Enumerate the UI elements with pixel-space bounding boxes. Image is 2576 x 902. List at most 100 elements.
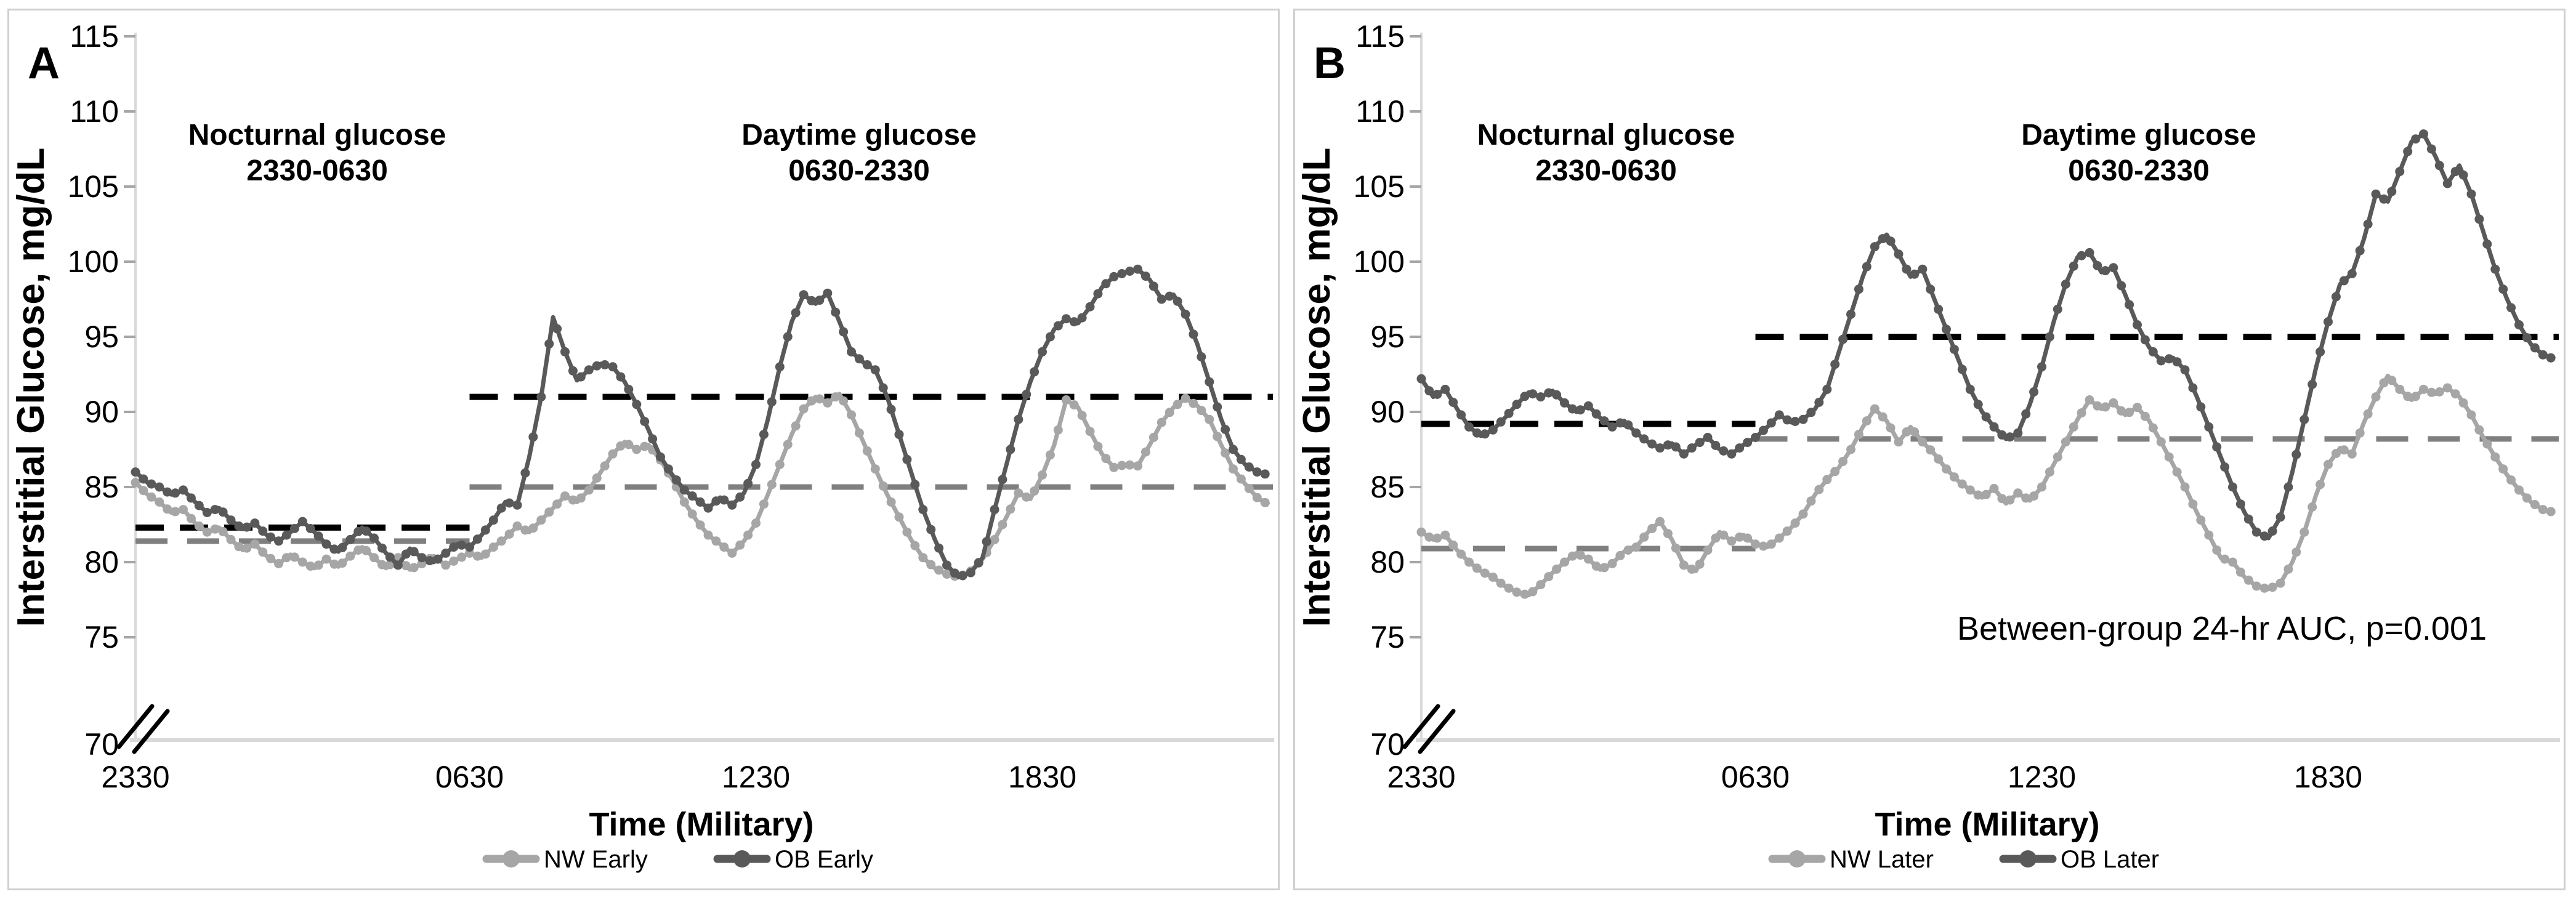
data-point-marker — [2125, 300, 2134, 310]
data-point-marker — [1504, 408, 1514, 418]
data-point-marker — [2029, 387, 2039, 397]
data-point-marker — [1766, 418, 1776, 428]
data-point-marker — [2037, 362, 2046, 372]
data-point-marker — [759, 499, 769, 509]
data-point-marker — [171, 488, 180, 498]
data-point-marker — [2164, 354, 2174, 364]
data-point-marker — [1790, 518, 1800, 528]
data-point-marker — [2204, 530, 2214, 540]
data-point-marker — [2331, 292, 2341, 302]
data-point-marker — [2093, 261, 2102, 270]
data-point-marker — [1663, 440, 1673, 450]
data-point-marker — [480, 549, 490, 559]
data-point-marker — [926, 560, 936, 570]
data-point-marker — [862, 446, 872, 456]
data-point-marker — [990, 534, 999, 544]
data-point-marker — [1846, 445, 1855, 454]
y-tick-label-95: 95 — [1370, 320, 1405, 354]
data-point-marker — [1743, 438, 1753, 448]
data-point-marker — [998, 475, 1007, 485]
data-point-marker — [1205, 377, 1214, 387]
data-point-marker — [2021, 493, 2031, 503]
data-point-marker — [1006, 504, 1015, 514]
data-point-marker — [1432, 390, 1442, 399]
data-point-marker — [1727, 536, 1737, 546]
data-point-marker — [2514, 485, 2524, 495]
data-point-marker — [1424, 386, 1434, 396]
data-point-marker — [528, 523, 538, 533]
data-point-marker — [1260, 469, 1270, 479]
data-point-marker — [1973, 490, 1983, 500]
data-point-marker — [2299, 527, 2309, 537]
x-tick-label-1230: 1230 — [2008, 760, 2076, 794]
y-tick-label-115: 115 — [1355, 19, 1405, 54]
data-point-marker — [1125, 460, 1135, 470]
data-point-marker — [735, 540, 745, 550]
data-point-marker — [560, 347, 570, 356]
data-point-marker — [2324, 459, 2333, 469]
data-point-marker — [2291, 449, 2301, 459]
data-point-marker — [1045, 332, 1055, 342]
data-point-marker — [1870, 404, 1880, 414]
data-point-marker — [1149, 281, 1158, 291]
data-point-marker — [1045, 450, 1055, 460]
data-point-marker — [441, 560, 451, 570]
data-point-marker — [465, 542, 474, 552]
data-point-marker — [305, 524, 315, 533]
data-point-marker — [2403, 147, 2413, 156]
data-point-marker — [1488, 425, 1498, 435]
data-point-marker — [1014, 488, 1024, 498]
data-point-marker — [902, 527, 912, 537]
data-point-marker — [1093, 441, 1103, 451]
data-point-marker — [147, 492, 156, 502]
data-point-marker — [2101, 266, 2110, 276]
series-ob-early — [131, 264, 1270, 581]
y-tick-label-85: 85 — [1370, 470, 1405, 504]
data-point-marker — [2228, 482, 2237, 492]
data-point-marker — [1197, 406, 1206, 416]
data-point-marker — [313, 560, 323, 570]
data-point-marker — [1687, 564, 1697, 574]
data-point-marker — [1894, 437, 1904, 447]
data-point-marker — [2021, 409, 2031, 419]
data-point-marker — [1583, 401, 1593, 411]
panel-b: 70 75 80 85 90 95 100 105 110 115 2330 0630 1230 1830… — [1293, 9, 2566, 890]
data-point-marker — [1173, 296, 1182, 306]
y-tick-label-105: 105 — [1354, 169, 1405, 204]
data-point-marker — [791, 421, 801, 431]
data-point-marker — [2546, 353, 2556, 363]
series-b — [1416, 129, 2556, 599]
data-point-marker — [1814, 398, 1824, 407]
daytime-annotation-line1-a: Daytime glucose — [741, 119, 976, 151]
data-point-marker — [2363, 219, 2373, 229]
data-point-marker — [1125, 267, 1135, 276]
data-point-marker — [2196, 402, 2206, 412]
data-point-marker — [1711, 533, 1721, 543]
data-point-marker — [155, 497, 164, 507]
panel-letter-b: B — [1314, 39, 1346, 88]
data-point-marker — [1416, 527, 1426, 537]
data-point-marker — [1942, 324, 1951, 334]
data-point-marker — [1260, 497, 1270, 507]
data-point-marker — [1806, 408, 1816, 417]
data-point-marker — [1782, 415, 1792, 425]
data-point-marker — [2045, 332, 2054, 342]
y-tick-label-105: 105 — [68, 169, 119, 204]
data-point-marker — [2403, 392, 2413, 401]
data-point-marker — [751, 518, 761, 528]
data-point-marker — [425, 556, 435, 566]
data-point-marker — [1918, 437, 1928, 447]
data-point-marker — [536, 515, 546, 525]
data-point-marker — [743, 530, 753, 540]
data-point-marker — [2522, 493, 2532, 503]
y-tick-label-75: 75 — [1370, 620, 1405, 654]
data-point-marker — [1567, 404, 1577, 414]
axes-a: 70 75 80 85 90 95 100 105 110 115 2330 0630 1230 1830 — [68, 19, 1274, 794]
data-point-marker — [2506, 303, 2516, 313]
data-point-marker — [234, 521, 244, 531]
data-point-marker — [2172, 357, 2182, 367]
data-point-marker — [2077, 251, 2086, 260]
data-point-marker — [1981, 412, 1991, 422]
series-a — [131, 264, 1270, 581]
data-point-marker — [584, 485, 594, 495]
